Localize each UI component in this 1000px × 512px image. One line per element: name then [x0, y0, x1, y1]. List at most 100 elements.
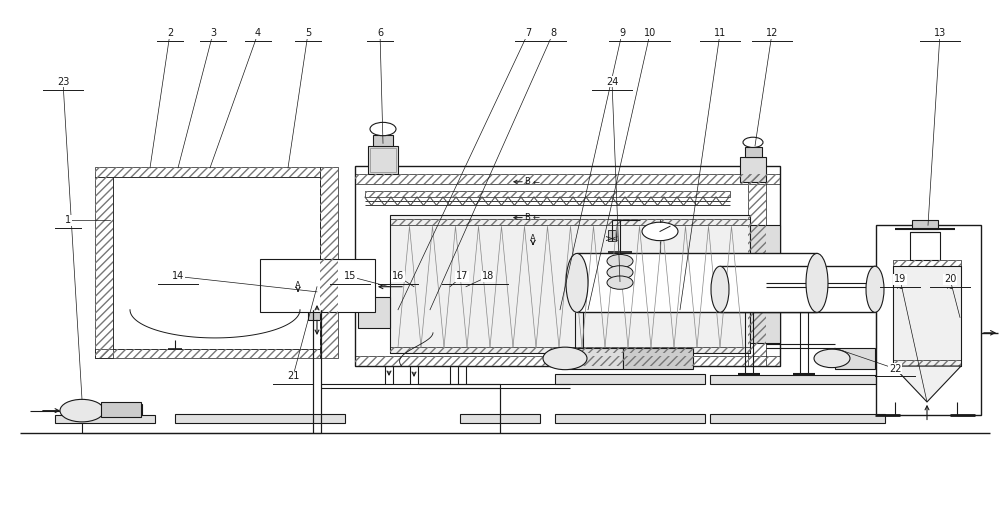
Ellipse shape — [566, 253, 588, 312]
Bar — [390, 215, 750, 353]
Bar — [835, 348, 875, 369]
Bar — [893, 260, 961, 266]
Bar — [710, 375, 885, 384]
Bar — [113, 177, 320, 349]
Bar — [175, 414, 345, 423]
Bar — [720, 266, 875, 312]
Bar — [740, 157, 766, 182]
Text: A: A — [530, 233, 536, 243]
Text: 4: 4 — [255, 28, 261, 38]
Bar — [368, 146, 398, 174]
Bar — [355, 166, 780, 366]
Text: 13: 13 — [934, 28, 946, 38]
Bar — [370, 148, 396, 172]
Text: 9: 9 — [619, 28, 625, 38]
Bar — [95, 177, 113, 358]
Bar — [365, 191, 730, 197]
Bar — [295, 297, 320, 310]
Circle shape — [543, 347, 587, 370]
Text: 17: 17 — [456, 271, 468, 282]
Bar — [748, 174, 766, 366]
Bar — [893, 360, 961, 366]
Bar — [893, 360, 961, 366]
Bar — [555, 374, 705, 384]
Bar — [750, 225, 780, 343]
Text: 18: 18 — [482, 271, 494, 282]
Bar — [95, 167, 320, 177]
Text: 20: 20 — [944, 274, 956, 284]
Text: 5: 5 — [305, 28, 311, 38]
Bar — [390, 347, 750, 353]
Bar — [373, 135, 393, 146]
Text: 22: 22 — [889, 364, 901, 374]
Bar — [320, 167, 338, 358]
Bar — [608, 230, 616, 241]
Ellipse shape — [866, 266, 884, 312]
Text: 7: 7 — [525, 28, 531, 38]
Text: 24: 24 — [606, 77, 618, 87]
Bar — [358, 297, 390, 328]
Bar — [710, 414, 885, 423]
Bar — [320, 167, 338, 358]
Text: A: A — [295, 281, 301, 290]
Text: 10: 10 — [644, 28, 656, 38]
Bar — [101, 402, 141, 417]
Bar — [460, 414, 540, 423]
Circle shape — [642, 222, 678, 241]
Bar — [555, 414, 705, 423]
Circle shape — [814, 349, 850, 368]
Circle shape — [60, 399, 104, 422]
Text: 14: 14 — [172, 271, 184, 282]
Text: B: B — [524, 177, 530, 186]
Text: 3: 3 — [210, 28, 216, 38]
Text: 16: 16 — [392, 271, 404, 282]
Bar — [308, 287, 320, 320]
Circle shape — [743, 137, 763, 147]
Text: 19: 19 — [894, 274, 906, 284]
Text: 21: 21 — [287, 371, 299, 381]
Text: 1: 1 — [65, 215, 71, 225]
Bar — [390, 347, 750, 353]
Bar — [55, 415, 155, 423]
Bar — [876, 225, 981, 415]
Text: 8: 8 — [550, 28, 556, 38]
Bar — [95, 349, 320, 358]
Text: 11: 11 — [714, 28, 726, 38]
Text: 15: 15 — [344, 271, 356, 282]
Ellipse shape — [806, 253, 828, 312]
Circle shape — [607, 254, 633, 268]
Bar — [748, 174, 766, 366]
Bar — [912, 220, 938, 229]
Bar — [95, 177, 113, 358]
Bar — [893, 260, 961, 266]
Text: ~: ~ — [946, 284, 954, 294]
Bar — [365, 191, 730, 197]
Bar — [355, 356, 780, 366]
Bar — [568, 348, 623, 369]
Circle shape — [607, 266, 633, 279]
Text: 2: 2 — [167, 28, 173, 38]
Bar — [623, 348, 693, 369]
Bar — [355, 174, 780, 184]
Circle shape — [607, 276, 633, 289]
Bar — [355, 174, 780, 184]
Polygon shape — [893, 366, 961, 402]
Text: ←: ← — [533, 177, 540, 186]
Text: B: B — [524, 213, 530, 222]
Bar — [390, 219, 750, 225]
Bar — [577, 253, 817, 312]
Circle shape — [370, 122, 396, 136]
Bar — [390, 219, 750, 225]
Bar — [260, 259, 375, 312]
Bar — [95, 349, 320, 358]
Bar — [95, 167, 320, 177]
Bar — [893, 266, 961, 366]
Bar — [82, 404, 142, 415]
Ellipse shape — [711, 266, 729, 312]
Text: 12: 12 — [766, 28, 778, 38]
Bar — [910, 232, 940, 260]
Text: ~: ~ — [896, 284, 904, 294]
Bar — [745, 147, 762, 157]
Text: ←: ← — [533, 213, 540, 222]
Text: 23: 23 — [57, 77, 69, 87]
